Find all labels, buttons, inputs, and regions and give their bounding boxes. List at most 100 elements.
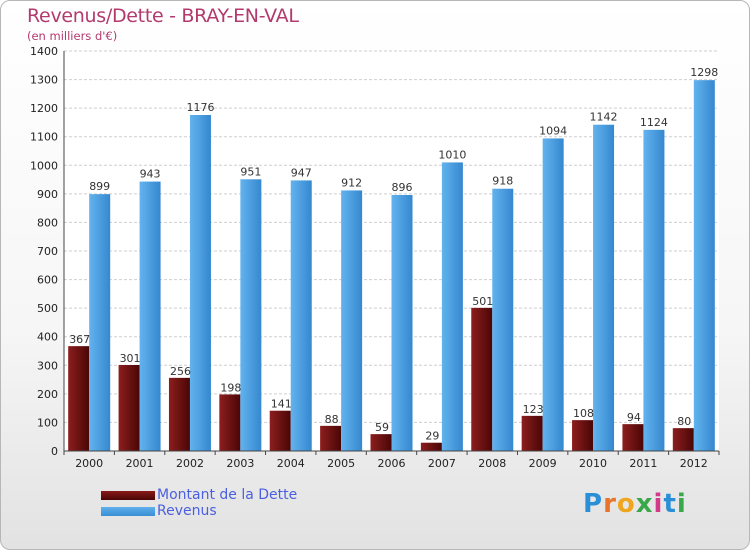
y-tick-label: 1200 xyxy=(30,102,58,115)
bar-dette xyxy=(420,442,442,451)
bar-dette xyxy=(572,420,594,451)
data-label-revenus: 947 xyxy=(291,166,312,179)
legend-item-dette: Montant de la Dette xyxy=(101,487,297,503)
logo-letter: o xyxy=(616,489,636,519)
data-label-dette: 59 xyxy=(375,421,389,434)
data-label-revenus: 896 xyxy=(392,181,413,194)
data-label-dette: 141 xyxy=(271,398,292,411)
data-label-dette: 123 xyxy=(523,403,544,416)
x-tick-label: 2007 xyxy=(428,457,456,470)
data-label-dette: 501 xyxy=(472,295,493,308)
bar-dette xyxy=(370,434,392,451)
y-tick-label: 1100 xyxy=(30,131,58,144)
x-tick-label: 2003 xyxy=(226,457,254,470)
data-label-dette: 88 xyxy=(325,413,339,426)
y-tick-label: 1400 xyxy=(30,45,58,58)
x-tick-label: 2010 xyxy=(579,457,607,470)
bar-dette xyxy=(521,415,543,451)
logo-letter: r xyxy=(603,489,617,519)
data-label-dette: 301 xyxy=(120,352,141,365)
y-tick-label: 700 xyxy=(37,245,58,258)
bar-revenus xyxy=(89,194,111,451)
bar-revenus xyxy=(593,124,615,451)
bar-dette xyxy=(320,425,342,451)
chart-title: Revenus/Dette - BRAY-EN-VAL xyxy=(27,5,299,27)
bar-dette xyxy=(68,346,90,451)
logo-letter: i xyxy=(653,489,664,519)
bar-revenus xyxy=(139,181,161,452)
bar-dette xyxy=(269,410,291,451)
x-tick-label: 2009 xyxy=(529,457,557,470)
y-tick-label: 1000 xyxy=(30,159,58,172)
legend-label-revenus: Revenus xyxy=(157,503,217,519)
legend-swatch-dette xyxy=(101,490,155,500)
data-label-revenus: 899 xyxy=(89,180,110,193)
data-label-dette: 108 xyxy=(573,407,594,420)
legend-label-dette: Montant de la Dette xyxy=(157,487,298,503)
x-tick-label: 2001 xyxy=(126,457,154,470)
bar-revenus xyxy=(542,138,564,451)
data-label-revenus: 951 xyxy=(240,165,261,178)
data-label-revenus: 1142 xyxy=(590,111,618,124)
x-tick-label: 2005 xyxy=(327,457,355,470)
bars xyxy=(68,80,715,452)
y-tick-label: 400 xyxy=(37,331,58,344)
axes: 0 100 200 300 400 500 600 700 800 900 1000 1100 1200… xyxy=(30,45,720,470)
x-tick-label: 2000 xyxy=(75,457,103,470)
y-tick-label: 300 xyxy=(37,359,58,372)
y-tick-label: 200 xyxy=(37,388,58,401)
data-label-revenus: 1124 xyxy=(640,116,668,129)
y-tick-label: 800 xyxy=(37,216,58,229)
data-label-dette: 80 xyxy=(677,415,691,428)
y-tick-label: 1300 xyxy=(30,74,58,87)
data-label-dette: 256 xyxy=(170,365,191,378)
data-label-dette: 94 xyxy=(627,411,641,424)
data-label-revenus: 943 xyxy=(140,168,161,181)
x-tick-label: 2012 xyxy=(680,457,708,470)
y-tick-label: 500 xyxy=(37,302,58,315)
legend-item-revenus: Revenus xyxy=(101,503,297,519)
bar-dette xyxy=(672,428,694,451)
data-labels: 367 899 301 943 256 1176 198 951 141 947 88 912 59 89… xyxy=(69,66,718,443)
bar-revenus xyxy=(341,190,363,451)
bar-dette xyxy=(471,307,493,451)
x-tick-label: 2011 xyxy=(629,457,657,470)
bar-revenus xyxy=(290,180,312,451)
data-label-revenus: 912 xyxy=(341,176,362,189)
legend: Montant de la Dette Revenus xyxy=(101,487,297,519)
x-tick-label: 2004 xyxy=(277,457,305,470)
bar-dette xyxy=(118,365,140,451)
data-label-dette: 198 xyxy=(220,381,241,394)
data-label-revenus: 1298 xyxy=(690,66,718,79)
bar-dette xyxy=(168,377,190,451)
logo-letter: P xyxy=(583,489,604,519)
data-label-dette: 367 xyxy=(69,333,90,346)
x-tick-label: 2008 xyxy=(478,457,506,470)
logo-letter: t xyxy=(663,489,677,519)
logo-letter: x xyxy=(635,489,654,519)
x-tick-label: 2002 xyxy=(176,457,204,470)
bar-revenus xyxy=(643,129,665,451)
y-tick-label: 600 xyxy=(37,274,58,287)
data-label-dette: 29 xyxy=(425,430,439,443)
data-label-revenus: 1176 xyxy=(186,101,214,114)
y-tick-label: 900 xyxy=(37,188,58,201)
logo-letter: i xyxy=(676,489,687,519)
y-tick-label: 100 xyxy=(37,416,58,429)
data-label-revenus: 918 xyxy=(492,175,513,188)
bar-revenus xyxy=(391,195,413,451)
bar-dette xyxy=(219,394,241,451)
data-label-revenus: 1094 xyxy=(539,124,567,137)
proxiti-logo: Proxiti xyxy=(583,489,687,519)
bar-revenus xyxy=(240,179,262,452)
data-label-revenus: 1010 xyxy=(438,148,466,161)
bar-revenus xyxy=(189,115,211,451)
y-tick-label: 0 xyxy=(51,445,58,458)
bar-revenus xyxy=(693,80,715,452)
bar-dette xyxy=(622,424,644,451)
bar-revenus xyxy=(492,188,514,451)
legend-swatch-revenus xyxy=(101,506,155,516)
x-tick-label: 2006 xyxy=(378,457,406,470)
